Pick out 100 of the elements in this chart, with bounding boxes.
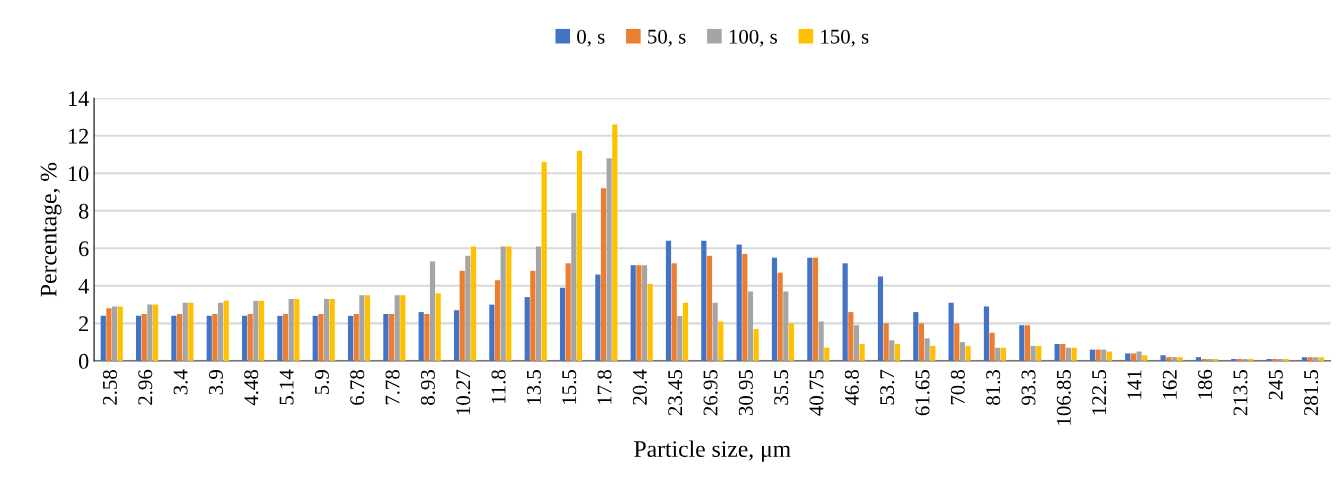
bar xyxy=(1000,347,1007,361)
bar xyxy=(677,315,683,361)
y-tick-label: 6 xyxy=(79,241,89,257)
bar xyxy=(783,291,789,361)
bar xyxy=(612,124,618,361)
bar xyxy=(918,323,925,361)
x-tick-label: 81.3 xyxy=(986,370,1001,405)
bar xyxy=(954,323,960,361)
bar xyxy=(595,274,601,361)
x-tick-label: 8.93 xyxy=(420,370,435,405)
bar xyxy=(812,257,819,361)
x-tick-label: 40.75 xyxy=(809,370,824,416)
legend-label: 0, s xyxy=(577,29,605,47)
bar xyxy=(171,315,177,361)
bar xyxy=(294,298,300,361)
bar xyxy=(824,347,830,361)
bar xyxy=(1089,349,1096,361)
bar xyxy=(989,332,995,361)
y-tick-label: 14 xyxy=(68,91,89,106)
bar xyxy=(889,340,895,361)
x-tick-label: 4.48 xyxy=(244,370,259,406)
x-tick-label: 5.14 xyxy=(279,369,294,405)
x-tick-label: 11.8 xyxy=(491,370,506,404)
bar xyxy=(288,298,294,361)
bar xyxy=(524,297,530,361)
bar xyxy=(111,306,118,361)
x-tick-label: 61.65 xyxy=(915,370,930,416)
bar xyxy=(453,310,460,361)
bar xyxy=(647,283,653,361)
x-tick-label: 35.5 xyxy=(774,370,789,405)
bar xyxy=(459,270,465,361)
bar xyxy=(983,306,990,361)
bar xyxy=(1125,353,1131,361)
bar xyxy=(965,345,971,361)
bar xyxy=(347,315,354,361)
bar xyxy=(665,240,672,361)
bar xyxy=(506,246,512,361)
bar xyxy=(465,255,471,361)
bar xyxy=(842,263,848,361)
bar xyxy=(353,313,359,361)
y-tick-label: 0 xyxy=(78,353,89,369)
bar xyxy=(541,161,547,361)
bar xyxy=(106,308,112,361)
bar xyxy=(630,265,636,361)
bar xyxy=(848,312,854,361)
x-tick-label: 281.5 xyxy=(1304,370,1319,416)
bar xyxy=(718,321,724,361)
y-tick-label: 4 xyxy=(78,278,89,294)
bar xyxy=(323,298,330,361)
bar xyxy=(1054,344,1060,361)
bar xyxy=(712,302,718,361)
bar xyxy=(701,240,707,361)
bar xyxy=(636,265,642,361)
bar xyxy=(394,295,400,361)
x-tick-label: 5.9 xyxy=(314,370,330,395)
bar xyxy=(1065,347,1072,361)
bar xyxy=(571,212,577,361)
bar xyxy=(117,306,123,361)
bar xyxy=(277,315,283,361)
x-tick-label: 30.95 xyxy=(738,370,753,416)
x-tick-label: 23.45 xyxy=(668,370,683,416)
x-tick-label: 245 xyxy=(1268,370,1283,400)
bar xyxy=(176,313,183,361)
bar xyxy=(359,295,365,361)
bar xyxy=(959,342,966,361)
bar xyxy=(771,257,778,361)
bar xyxy=(182,302,188,361)
bar xyxy=(682,302,689,361)
bar xyxy=(777,272,783,361)
bar xyxy=(1060,344,1066,361)
bar xyxy=(318,313,324,361)
bar xyxy=(883,323,889,361)
x-tick-label: 7.78 xyxy=(385,370,400,405)
bar xyxy=(995,347,1001,361)
bar xyxy=(1195,357,1202,361)
x-tick-label: 141 xyxy=(1127,370,1142,399)
bar xyxy=(877,276,884,361)
bar xyxy=(1160,355,1166,361)
y-tick-label: 12 xyxy=(68,128,88,144)
bar xyxy=(913,312,919,361)
bar xyxy=(736,244,742,361)
bar xyxy=(535,246,542,361)
bar xyxy=(818,321,824,361)
bar xyxy=(859,344,865,361)
bar xyxy=(742,253,748,361)
x-tick-label: 53.7 xyxy=(880,369,895,405)
bar xyxy=(706,255,713,361)
x-tick-label: 162 xyxy=(1162,370,1177,399)
bar xyxy=(600,188,607,361)
bar xyxy=(135,315,142,361)
x-tick-label: 106.85 xyxy=(1056,370,1071,425)
bar xyxy=(1130,353,1137,361)
bar xyxy=(1318,357,1324,361)
bar xyxy=(641,265,648,361)
bar xyxy=(530,270,536,361)
x-tick-label: 70.8 xyxy=(950,370,965,405)
bar xyxy=(364,295,371,361)
bar xyxy=(948,302,954,361)
y-tick-label: 8 xyxy=(78,203,89,219)
bar xyxy=(807,257,813,361)
